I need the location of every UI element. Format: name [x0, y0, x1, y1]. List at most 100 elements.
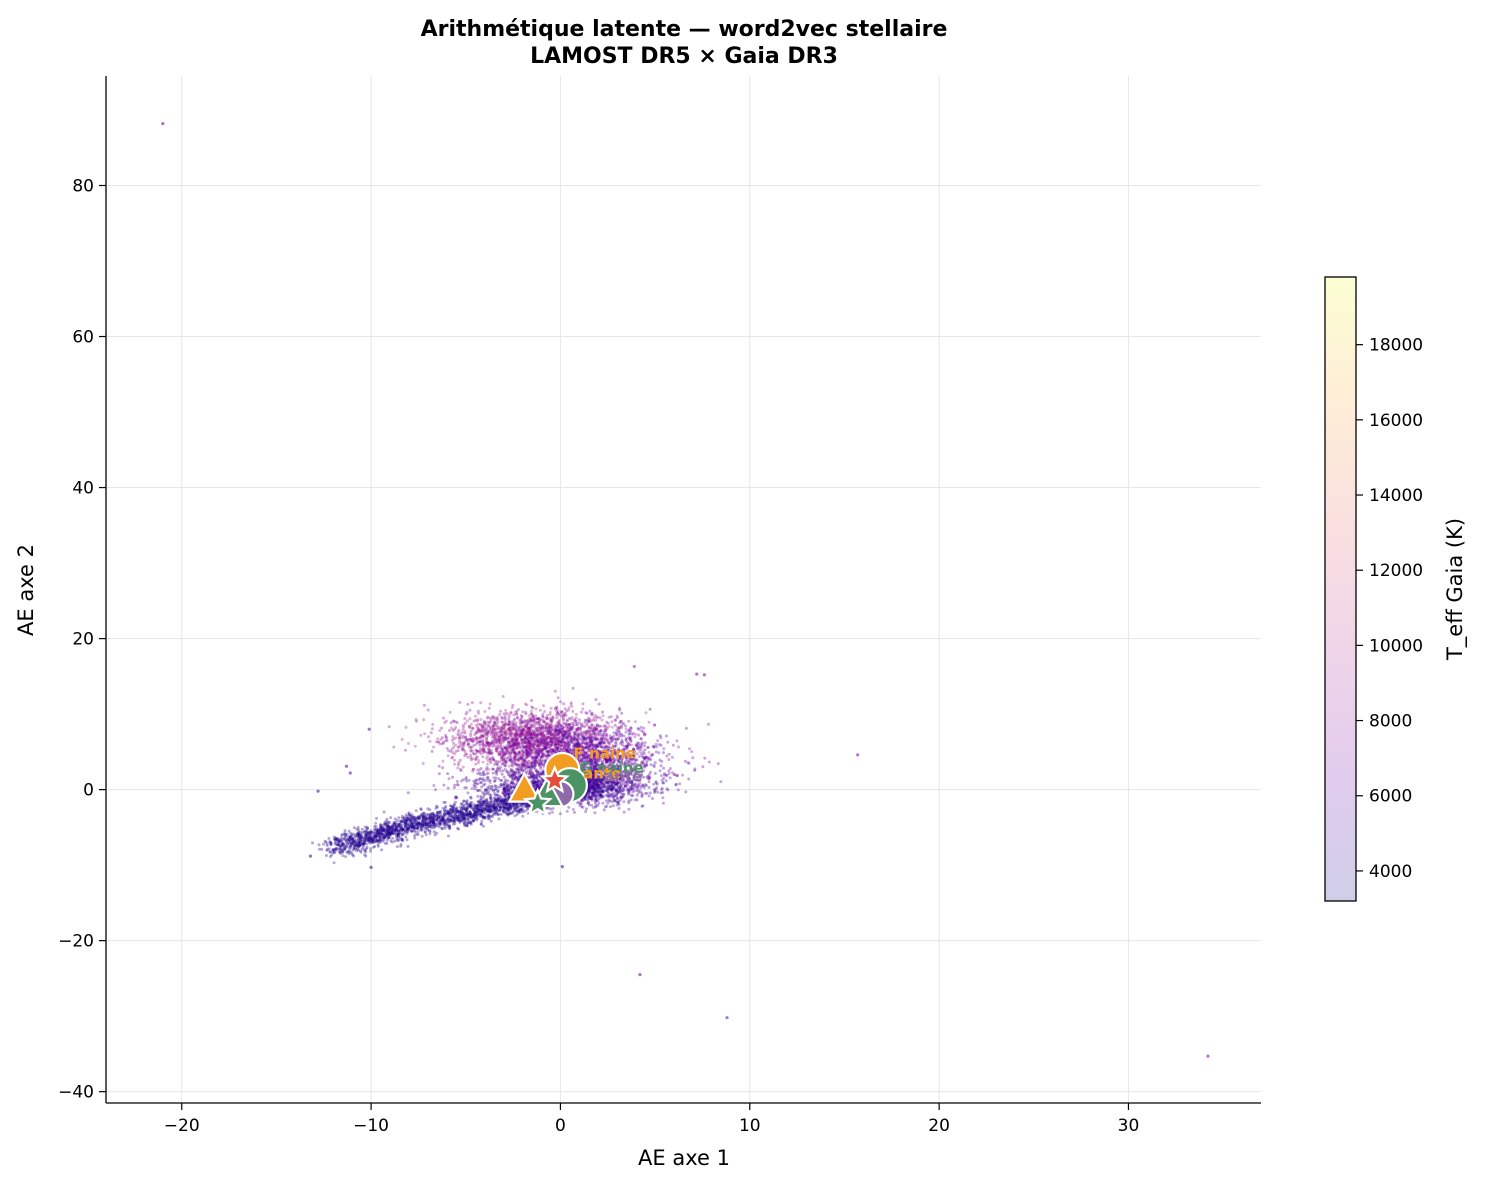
scatter-point: [349, 835, 352, 839]
scatter-point: [505, 733, 509, 737]
scatter-point: [620, 711, 624, 715]
scatter-point: [493, 733, 497, 737]
scatter-point: [402, 816, 406, 820]
scatter-point: [484, 799, 488, 803]
scatter-point: [465, 813, 469, 817]
scatter-point: [448, 824, 452, 828]
scatter-point: [468, 804, 472, 808]
scatter-point: [520, 720, 524, 724]
scatter-point: [515, 807, 519, 811]
scatter-point: [414, 809, 418, 813]
scatter-point: [417, 821, 420, 825]
scatter-point: [591, 788, 595, 791]
scatter-point: [479, 767, 483, 770]
scatter-point: [587, 779, 591, 783]
scatter-point: [429, 819, 433, 823]
scatter-point: [445, 746, 449, 750]
scatter-point: [399, 820, 403, 824]
scatter-point: [511, 738, 515, 742]
scatter-point: [457, 819, 461, 822]
scatter-point: [417, 821, 421, 825]
scatter-point: [418, 816, 422, 820]
scatter-point: [519, 808, 522, 812]
scatter-point: [328, 840, 332, 844]
scatter-point: [401, 828, 405, 832]
scatter-point: [503, 802, 507, 806]
scatter-point: [511, 724, 515, 728]
scatter-point: [366, 836, 370, 840]
scatter-point: [357, 844, 361, 848]
scatter-point: [421, 812, 425, 816]
scatter-point: [410, 823, 414, 827]
scatter-point: [548, 710, 552, 714]
scatter-point: [373, 835, 377, 839]
scatter-point: [405, 831, 409, 835]
scatter-point: [481, 824, 485, 828]
scatter-point: [564, 714, 568, 717]
scatter-point: [429, 820, 432, 824]
scatter-point: [394, 822, 397, 826]
scatter-point: [385, 824, 389, 828]
scatter-point: [428, 821, 432, 825]
scatter-point: [474, 755, 478, 759]
scatter-point: [543, 734, 547, 737]
scatter-point: [453, 762, 456, 766]
scatter-point: [365, 842, 369, 846]
scatter-point: [504, 793, 508, 797]
scatter-point: [477, 728, 481, 732]
scatter-point: [459, 819, 463, 823]
scatter-point: [390, 828, 394, 832]
scatter-point: [434, 817, 438, 821]
scatter-point: [514, 738, 518, 742]
scatter-point: [331, 848, 335, 851]
scatter-point: [337, 839, 341, 843]
scatter-point: [421, 817, 425, 821]
scatter-point: [472, 806, 476, 810]
scatter-point: [444, 805, 448, 808]
scatter-point: [507, 720, 511, 724]
scatter-point: [322, 842, 326, 846]
scatter-point: [375, 829, 379, 833]
scatter-point: [395, 828, 399, 832]
scatter-point: [588, 795, 592, 799]
scatter-point: [475, 719, 479, 723]
scatter-point: [504, 803, 508, 807]
scatter-point: [470, 814, 474, 818]
scatter-point: [556, 696, 560, 700]
scatter-point: [369, 836, 373, 840]
scatter-point: [507, 805, 511, 808]
scatter-point: [472, 819, 475, 823]
scatter-point: [456, 818, 460, 822]
scatter-point: [365, 845, 369, 849]
scatter-point: [430, 749, 434, 753]
scatter-point: [543, 710, 547, 713]
scatter-point: [489, 810, 493, 814]
scatter-point: [424, 823, 427, 827]
scatter-point: [493, 808, 496, 812]
scatter-point: [549, 807, 552, 811]
scatter-point: [323, 839, 327, 843]
scatter-point: [387, 833, 391, 837]
scatter-point: [351, 832, 355, 836]
scatter-point: [436, 805, 439, 809]
scatter-point: [505, 809, 509, 812]
scatter-point: [468, 804, 472, 808]
scatter-point: [382, 833, 386, 837]
scatter-point: [594, 698, 598, 702]
scatter-point: [325, 844, 329, 848]
scatter-point: [416, 830, 420, 834]
scatter-point: [347, 850, 351, 854]
scatter-point: [495, 806, 499, 810]
scatter-point: [396, 832, 400, 836]
scatter-point: [423, 827, 427, 831]
scatter-point: [383, 829, 387, 833]
scatter-point: [399, 820, 403, 824]
scatter-point: [376, 832, 379, 836]
scatter-point: [381, 828, 385, 832]
scatter-point: [376, 843, 380, 846]
scatter-point: [399, 827, 402, 831]
scatter-point: [428, 816, 432, 820]
scatter-point: [368, 835, 372, 839]
scatter-point: [407, 812, 411, 816]
scatter-point: [433, 833, 437, 837]
